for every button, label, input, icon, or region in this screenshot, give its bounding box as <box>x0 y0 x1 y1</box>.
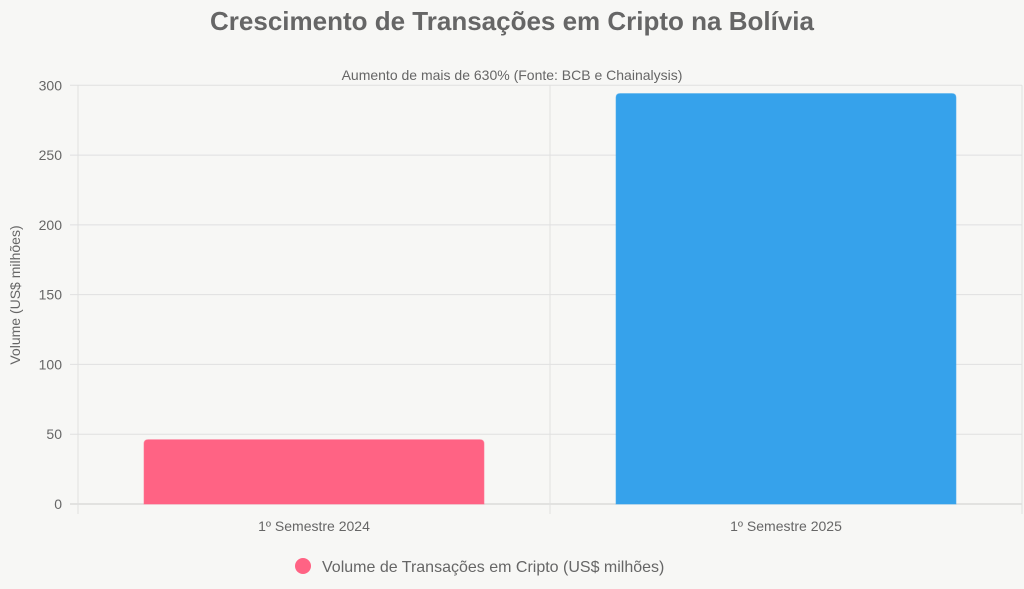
x-tick-label: 1º Semestre 2024 <box>258 518 370 534</box>
y-axis-label: Volume (US$ milhões) <box>7 225 23 364</box>
legend-label[interactable]: Volume de Transações em Cripto (US$ milh… <box>322 559 664 576</box>
y-tick-label: 300 <box>39 77 63 93</box>
y-tick-label: 100 <box>39 356 63 372</box>
y-tick-label: 150 <box>39 287 63 303</box>
y-tick-label: 250 <box>39 147 63 163</box>
x-tick-label: 1º Semestre 2025 <box>730 518 842 534</box>
y-tick-label: 200 <box>39 217 63 233</box>
legend[interactable]: Volume de Transações em Cripto (US$ milh… <box>295 558 664 576</box>
legend-swatch <box>295 558 311 574</box>
chart-title: Crescimento de Transações em Cripto na B… <box>210 6 815 36</box>
bar <box>143 439 485 505</box>
bar <box>615 93 957 505</box>
y-tick-label: 50 <box>46 426 62 442</box>
y-tick-label: 0 <box>54 496 62 512</box>
chart-subtitle: Aumento de mais de 630% (Fonte: BCB e Ch… <box>342 67 683 83</box>
